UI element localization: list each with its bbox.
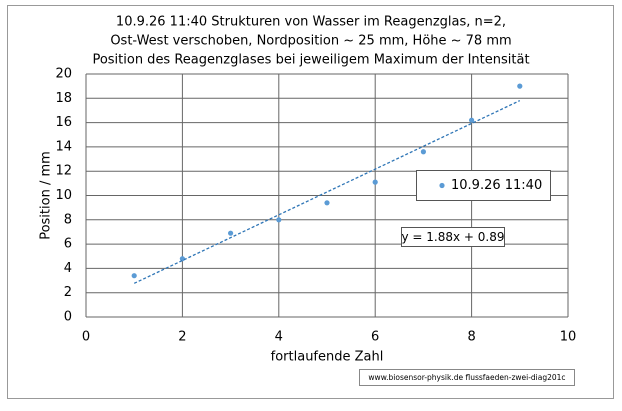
y-tick-label: 16: [55, 115, 72, 130]
data-point: [420, 149, 426, 155]
x-tick-label: 6: [371, 330, 379, 345]
y-tick-label: 12: [55, 164, 72, 179]
data-point: [372, 179, 378, 185]
chart-title: Ost-West verschoben, Nordposition ~ 25 m…: [110, 34, 511, 49]
y-tick-label: 4: [64, 261, 72, 276]
trendline: [133, 100, 521, 284]
y-tick-label: 6: [64, 237, 72, 252]
y-tick-label: 2: [64, 285, 72, 300]
x-axis-label: fortlaufende Zahl: [271, 350, 384, 365]
y-axis-label: Position / mm: [39, 151, 54, 240]
x-tick-label: 8: [467, 330, 475, 345]
footer: www.biosensor-physik.de flussfaeden-zwei…: [368, 373, 565, 382]
x-tick-label: 10: [560, 330, 577, 345]
y-tick-label: 0: [64, 310, 72, 325]
x-tick-label: 4: [275, 330, 283, 345]
y-tick-label: 8: [64, 212, 72, 227]
data-point: [131, 273, 137, 279]
data-point: [228, 230, 234, 236]
chart-frame: [7, 5, 614, 399]
y-tick-label: 20: [55, 67, 72, 82]
legend-box: [416, 170, 551, 201]
data-point: [276, 217, 282, 223]
data-point: [517, 83, 523, 89]
y-tick-label: 14: [55, 139, 72, 154]
y-tick-label: 10: [55, 188, 72, 203]
y-tick-label: 18: [55, 91, 72, 106]
chart-title: 10.9.26 11:40 Strukturen von Wasser im R…: [116, 15, 506, 30]
x-tick-label: 2: [178, 330, 186, 345]
data-point: [469, 117, 475, 123]
legend-marker: [439, 182, 445, 189]
data-point: [324, 200, 330, 206]
x-tick-label: 0: [82, 330, 90, 345]
footer-box: [359, 369, 575, 386]
legend-label: 10.9.26 11:40: [451, 178, 542, 193]
trendline-label: y = 1.88x + 0.89: [401, 230, 504, 244]
chart-title: Position des Reagenzglases bei jeweilige…: [92, 53, 529, 68]
trendline-label-box: [401, 227, 505, 247]
data-point: [179, 256, 185, 262]
